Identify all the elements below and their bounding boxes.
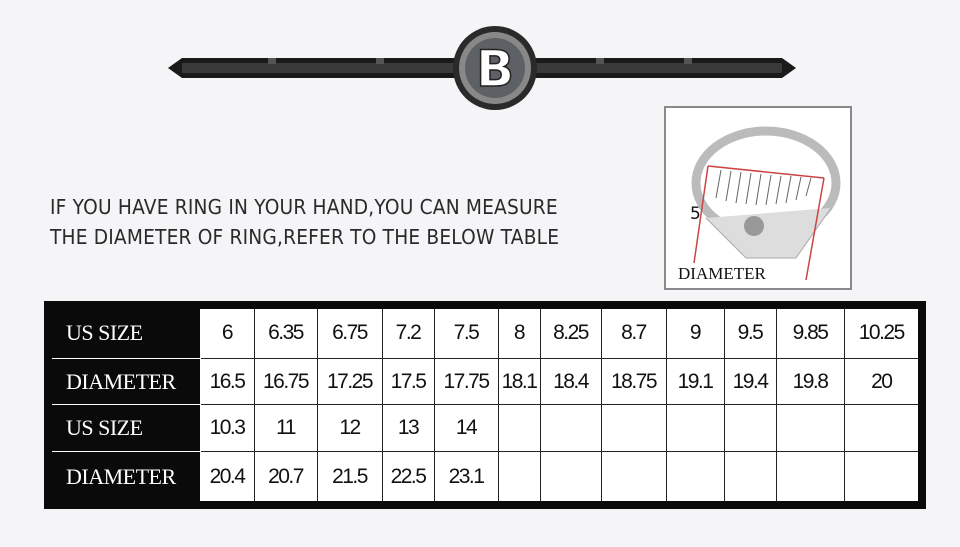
table-cell: 16.75 xyxy=(253,357,318,406)
table-cell: 6 xyxy=(199,304,255,359)
table-cell: 6.35 xyxy=(253,304,318,359)
table-cell xyxy=(497,404,541,453)
table-cell xyxy=(775,404,845,453)
row-header: DIAMETER xyxy=(47,451,201,506)
table-cell: 18.1 xyxy=(497,357,541,406)
table-cell: 18.75 xyxy=(600,357,667,406)
ring-diameter-photo: 5 DIAMETER xyxy=(664,106,852,290)
table-cell xyxy=(665,404,725,453)
table-cell: 9.5 xyxy=(723,304,777,359)
table-cell: 14 xyxy=(433,404,499,453)
table-cell: 10.25 xyxy=(843,304,923,359)
table-cell: 11 xyxy=(253,404,318,453)
table-cell: 8 xyxy=(497,304,541,359)
table-row: US SIZE 6 6.35 6.75 7.2 7.5 8 8.25 8.7 9 9.5 9.85 10… xyxy=(47,304,923,359)
table-cell: 22.5 xyxy=(381,451,435,506)
banner-letter: B xyxy=(476,40,514,98)
table-cell: 20 xyxy=(843,357,923,406)
table-cell: 17.25 xyxy=(316,357,383,406)
table-cell: 19.1 xyxy=(665,357,725,406)
table-cell xyxy=(539,404,602,453)
table-cell xyxy=(723,404,777,453)
table-row: US SIZE 10.3 11 12 13 14 xyxy=(47,404,923,453)
table-cell: 17.75 xyxy=(433,357,499,406)
table-row: DIAMETER 16.5 16.75 17.25 17.5 17.75 18.1 18.4 1… xyxy=(47,357,923,406)
table-cell xyxy=(775,451,845,506)
ring-illustration xyxy=(691,126,841,281)
table-cell: 8.25 xyxy=(539,304,602,359)
table-cell: 7.5 xyxy=(433,304,499,359)
row-header: DIAMETER xyxy=(47,357,201,406)
table-cell: 9.85 xyxy=(775,304,845,359)
table-cell: 20.4 xyxy=(199,451,255,506)
table-cell: 19.4 xyxy=(723,357,777,406)
table-cell: 7.2 xyxy=(381,304,435,359)
row-header: US SIZE xyxy=(47,304,201,359)
intro-text: IF YOU HAVE RING IN YOUR HAND,YOU CAN ME… xyxy=(50,192,559,252)
table-cell: 20.7 xyxy=(253,451,318,506)
table-cell: 6.75 xyxy=(316,304,383,359)
table-cell: 18.4 xyxy=(539,357,602,406)
table-cell: 13 xyxy=(381,404,435,453)
table-cell: 16.5 xyxy=(199,357,255,406)
table-cell: 9 xyxy=(665,304,725,359)
table-cell xyxy=(497,451,541,506)
table-cell xyxy=(843,451,923,506)
intro-line-1: IF YOU HAVE RING IN YOUR HAND,YOU CAN ME… xyxy=(50,195,558,219)
table-cell: 19.8 xyxy=(775,357,845,406)
table-cell: 10.3 xyxy=(199,404,255,453)
table-row: DIAMETER 20.4 20.7 21.5 22.5 23.1 xyxy=(47,451,923,506)
table-cell: 21.5 xyxy=(316,451,383,506)
table-cell: 23.1 xyxy=(433,451,499,506)
diameter-label: DIAMETER xyxy=(678,264,766,283)
table-cell xyxy=(843,404,923,453)
table-cell xyxy=(539,451,602,506)
measure-mark: 5 xyxy=(690,204,701,224)
banner-divider: B xyxy=(168,26,796,110)
table-cell xyxy=(600,404,667,453)
table-cell: 8.7 xyxy=(600,304,667,359)
table-cell xyxy=(600,451,667,506)
table-cell: 17.5 xyxy=(381,357,435,406)
intro-line-2: THE DIAMETER OF RING,REFER TO THE BELOW … xyxy=(50,225,560,249)
table-cell xyxy=(665,451,725,506)
table-cell xyxy=(723,451,777,506)
row-header: US SIZE xyxy=(47,404,201,453)
ring-size-table: US SIZE 6 6.35 6.75 7.2 7.5 8 8.25 8.7 9 9.5 9.85 10… xyxy=(44,301,926,509)
table-cell: 12 xyxy=(316,404,383,453)
